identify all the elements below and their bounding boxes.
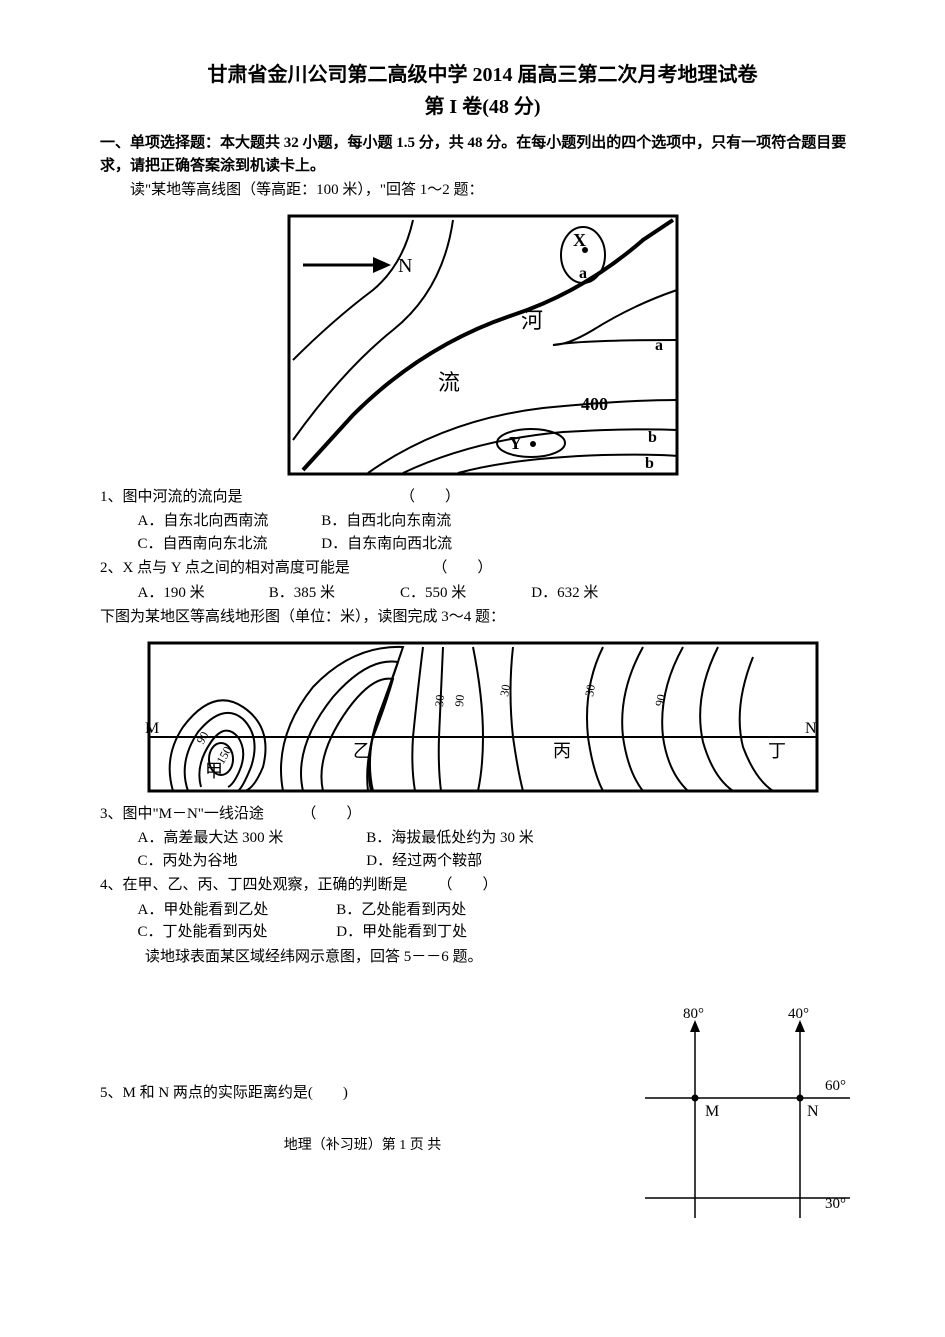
svg-text:a: a bbox=[579, 265, 587, 282]
svg-text:丁: 丁 bbox=[768, 741, 786, 761]
svg-text:b: b bbox=[645, 455, 654, 472]
q4-option-a: A．甲处能看到乙处 bbox=[138, 899, 333, 922]
svg-text:80°: 80° bbox=[683, 1008, 704, 1022]
q4-stem-row: 4、在甲、乙、丙、丁四处观察，正确的判断是 （ ） bbox=[100, 874, 865, 897]
svg-text:流: 流 bbox=[438, 370, 460, 395]
q3-option-d: D．经过两个鞍部 bbox=[366, 850, 482, 873]
q3-option-a: A．高差最大达 300 米 bbox=[138, 827, 363, 850]
q4-options-cd: C．丁处能看到丙处 D．甲处能看到丁处 bbox=[138, 921, 866, 944]
q1-options-cd: C．自西南向东北流 D．自东南向西北流 bbox=[138, 533, 866, 556]
q1-option-b: B．自西北向东南流 bbox=[321, 510, 501, 533]
svg-text:30: 30 bbox=[432, 694, 447, 707]
q1-option-a: A．自东北向西南流 bbox=[138, 510, 318, 533]
lead-q3-4: 下图为某地区等高线地形图（单位：米），读图完成 3～4 题： bbox=[100, 606, 865, 629]
q3-stem-row: 3、图中"M－N"一线沿途 （ ） bbox=[100, 803, 865, 826]
lead-q5-6: 读地球表面某区域经纬网示意图，回答 5－－6 题。 bbox=[145, 946, 865, 969]
svg-text:Y: Y bbox=[509, 433, 522, 453]
north-label: N bbox=[398, 255, 412, 277]
figure-1-contour-map: N 河 流 a X a 400 b b Y bbox=[100, 210, 865, 480]
q2-stem-row: 2、X 点与 Y 点之间的相对高度可能是 （ ） bbox=[100, 557, 865, 580]
q3-stem: 3、图中"M－N"一线沿途 bbox=[100, 806, 264, 822]
svg-text:400: 400 bbox=[581, 394, 608, 414]
q1-options-ab: A．自东北向西南流 B．自西北向东南流 bbox=[138, 510, 866, 533]
q2-stem: 2、X 点与 Y 点之间的相对高度可能是 bbox=[100, 560, 350, 576]
q4-option-c: C．丁处能看到丙处 bbox=[138, 921, 333, 944]
q3-options-cd: C．丙处为谷地 D．经过两个鞍部 bbox=[138, 850, 866, 873]
q2-option-b: B．385 米 bbox=[269, 582, 397, 605]
q1-option-d: D．自东南向西北流 bbox=[321, 533, 501, 556]
svg-text:N: N bbox=[807, 1103, 819, 1120]
page-footer: 地理（补习班）第 1 页 共 bbox=[100, 1135, 625, 1156]
svg-text:X: X bbox=[573, 230, 586, 250]
q1-stem: 1、图中河流的流向是 bbox=[100, 489, 243, 505]
q4-option-d: D．甲处能看到丁处 bbox=[336, 921, 467, 944]
svg-text:40°: 40° bbox=[788, 1008, 809, 1022]
q2-blank: （ ） bbox=[432, 560, 492, 576]
svg-text:M: M bbox=[145, 720, 159, 737]
svg-text:a: a bbox=[655, 337, 663, 354]
q5-stem: 5、M 和 N 两点的实际距离约是( ) bbox=[100, 1082, 625, 1105]
q2-options: A．190 米 B．385 米 C．550 米 D．632 米 bbox=[138, 582, 866, 605]
exam-title: 甘肃省金川公司第二高级中学 2014 届高三第二次月考地理试卷 bbox=[100, 60, 865, 90]
svg-text:90: 90 bbox=[452, 694, 467, 707]
q2-option-a: A．190 米 bbox=[138, 582, 266, 605]
q3-blank: （ ） bbox=[301, 806, 361, 822]
q1-blank: （ ） bbox=[400, 489, 460, 505]
svg-text:甲: 甲 bbox=[205, 761, 223, 781]
svg-text:60°: 60° bbox=[825, 1078, 846, 1094]
q4-stem: 4、在甲、乙、丙、丁四处观察，正确的判断是 bbox=[100, 877, 408, 893]
svg-text:N: N bbox=[805, 720, 817, 737]
svg-text:b: b bbox=[648, 429, 657, 446]
q3-option-c: C．丙处为谷地 bbox=[138, 850, 363, 873]
svg-text:30: 30 bbox=[582, 683, 598, 697]
lead-q1-2: 读"某地等高线图（等高距：100 米），"回答 1～2 题： bbox=[100, 179, 865, 202]
svg-text:30: 30 bbox=[497, 683, 513, 697]
svg-text:M: M bbox=[705, 1103, 719, 1120]
svg-text:30°: 30° bbox=[825, 1196, 846, 1212]
section-1-heading: 一、单项选择题：本大题共 32 小题，每小题 1.5 分，共 48 分。在每小题… bbox=[100, 132, 865, 177]
q4-option-b: B．乙处能看到丙处 bbox=[336, 899, 466, 922]
svg-text:90: 90 bbox=[652, 692, 668, 707]
svg-text:乙: 乙 bbox=[353, 741, 371, 761]
q2-option-c: C．550 米 bbox=[400, 582, 528, 605]
q4-blank: （ ） bbox=[438, 877, 498, 893]
q4-options-ab: A．甲处能看到乙处 B．乙处能看到丙处 bbox=[138, 899, 866, 922]
q1-option-c: C．自西南向东北流 bbox=[138, 533, 318, 556]
q3-option-b: B．海拔最低处约为 30 米 bbox=[366, 827, 534, 850]
svg-text:丙: 丙 bbox=[553, 741, 571, 761]
svg-text:河: 河 bbox=[521, 308, 543, 333]
q2-option-d: D．632 米 bbox=[531, 582, 659, 605]
exam-subtitle: 第 I 卷(48 分) bbox=[100, 92, 865, 122]
q1-stem-row: 1、图中河流的流向是 （ ） bbox=[100, 486, 865, 509]
figure-3-graticule: 80° 40° 60° 30° M N bbox=[625, 1008, 865, 1228]
figure-2-contour-profile: M N 90 150 甲 乙 30 90 30 30 丙 90 丁 bbox=[100, 637, 865, 797]
q3-options-ab: A．高差最大达 300 米 B．海拔最低处约为 30 米 bbox=[138, 827, 866, 850]
